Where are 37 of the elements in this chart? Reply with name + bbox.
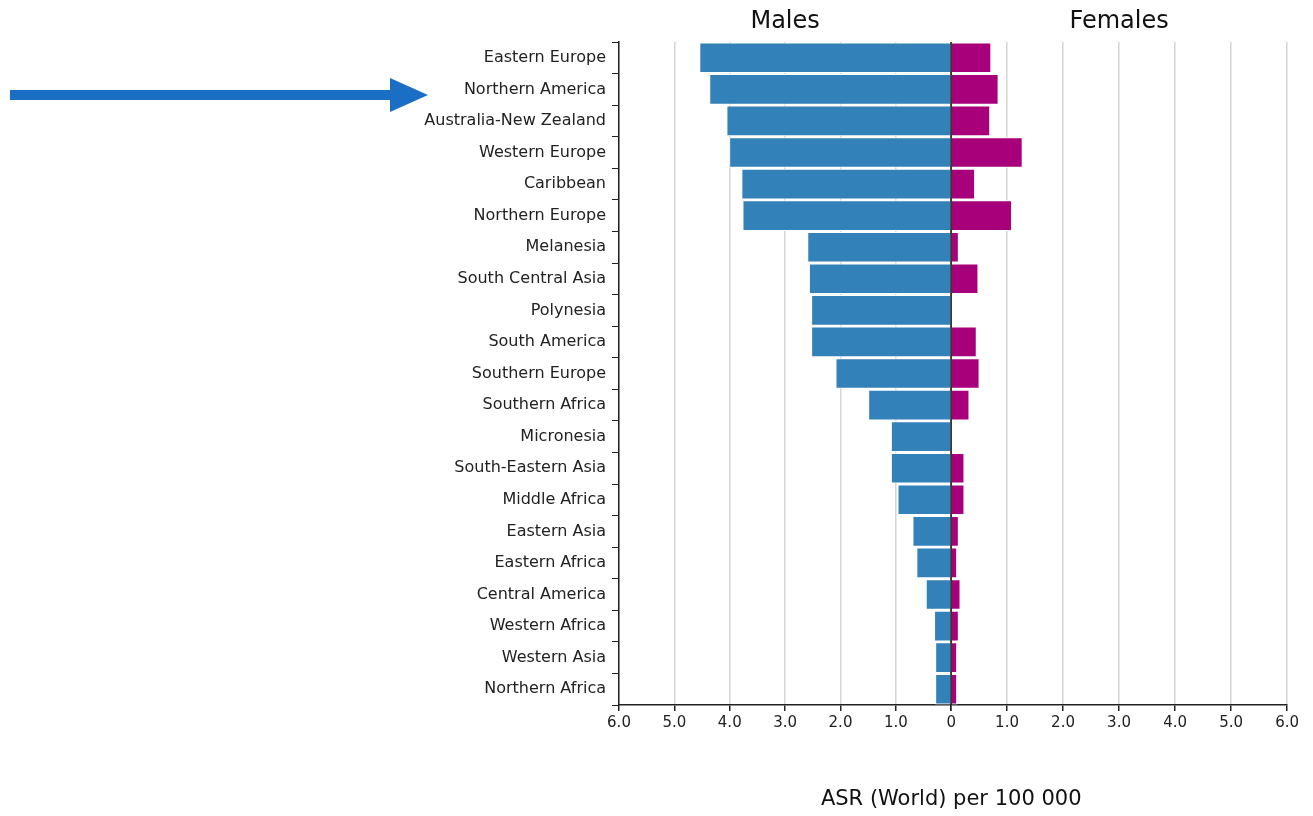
y-tick-label: Western Europe <box>479 141 606 161</box>
y-tick-label: Caribbean <box>523 173 606 193</box>
x-tick-label: 1.0 <box>995 712 1020 731</box>
y-tick-label: Micronesia <box>520 425 606 445</box>
y-tick-label: South-Eastern Asia <box>454 457 606 477</box>
y-tick-label: Central America <box>476 583 606 603</box>
y-tick-label: Eastern Asia <box>506 520 606 540</box>
y-tick-label: Northern Europe <box>473 204 606 224</box>
x-tick-label: 2.0 <box>1051 712 1076 731</box>
x-tick-label: 5.0 <box>662 712 687 731</box>
x-tick-label: 4.0 <box>717 712 742 731</box>
x-tick-label: 6.0 <box>607 712 631 731</box>
x-tick-label: 1.0 <box>883 712 908 731</box>
x-tick-label: 6.0 <box>1275 712 1300 731</box>
y-tick-label: Eastern Africa <box>494 552 606 572</box>
x-axis-title: ASR (World) per 100 000 <box>820 786 1082 810</box>
x-tick-label: 2.0 <box>828 712 853 731</box>
x-tick-label: 3.0 <box>1107 712 1132 731</box>
x-tick-label: 4.0 <box>1163 712 1188 731</box>
y-tick-label: Southern Europe <box>471 362 606 382</box>
y-tick-label: Australia-New Zealand <box>424 110 606 130</box>
y-tick-label: Southern Africa <box>482 394 606 414</box>
chart-title: Males <box>750 6 820 35</box>
y-tick-label: Northern Africa <box>484 678 606 698</box>
y-tick-label: Middle Africa <box>502 488 606 508</box>
x-tick-label: 3.0 <box>773 712 798 731</box>
y-tick-label: Melanesia <box>525 236 606 256</box>
y-tick-label: Polynesia <box>530 299 606 319</box>
y-tick-label: Northern America <box>463 78 606 98</box>
y-tick-label: South America <box>488 331 606 351</box>
x-tick-label: 0 <box>946 712 956 731</box>
y-tick-label: Western Africa <box>489 615 606 635</box>
x-tick-label: 5.0 <box>1219 712 1244 731</box>
y-tick-label: South Central Asia <box>457 267 606 287</box>
y-tick-label: Eastern Europe <box>483 46 606 66</box>
y-tick-label: Western Asia <box>501 646 606 666</box>
chart-title: Females <box>1069 6 1169 35</box>
